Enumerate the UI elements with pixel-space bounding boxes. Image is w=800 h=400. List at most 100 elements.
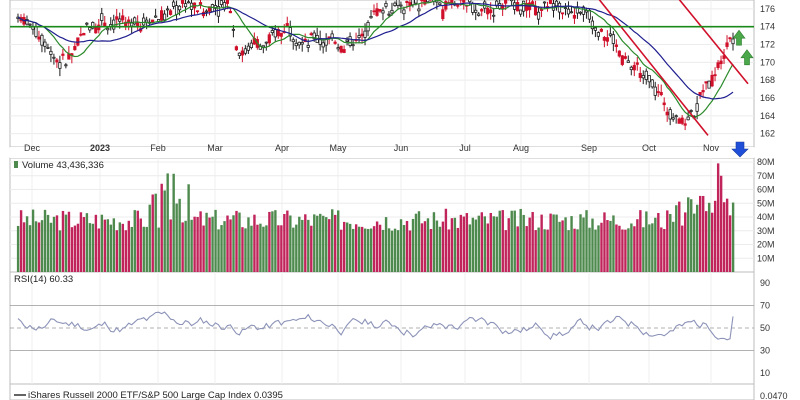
volume-bar xyxy=(480,212,484,272)
volume-bar xyxy=(211,216,214,272)
volume-bar xyxy=(130,226,133,272)
candle-body xyxy=(536,11,541,20)
volume-bar xyxy=(175,203,178,272)
volume-bar xyxy=(507,218,510,272)
candle-body xyxy=(683,123,687,126)
volume-bar xyxy=(340,229,343,272)
trend-channel-upper xyxy=(678,0,749,85)
volume-bar xyxy=(645,211,648,272)
ratio-tick-label: 0.0470 xyxy=(760,391,788,400)
volume-bar xyxy=(310,225,313,272)
candle-body xyxy=(719,60,723,65)
volume-bar xyxy=(178,198,181,272)
candle-body xyxy=(306,45,310,48)
candle-body xyxy=(477,13,481,16)
volume-tick-label: 40M xyxy=(757,212,775,222)
volume-bar xyxy=(286,210,289,272)
candle-body xyxy=(399,4,403,7)
volume-bar xyxy=(366,228,370,272)
volume-bar xyxy=(115,230,119,272)
volume-bar xyxy=(163,190,166,272)
volume-bar xyxy=(187,184,190,272)
candle-body xyxy=(599,28,603,32)
candle-body xyxy=(674,115,678,118)
volume-bar xyxy=(292,227,295,272)
volume-bar xyxy=(280,225,283,272)
volume-bar xyxy=(313,214,316,272)
volume-bar xyxy=(283,213,286,272)
volume-bar xyxy=(16,225,20,272)
volume-tick-label: 30M xyxy=(757,226,775,236)
volume-bar xyxy=(190,219,193,272)
volume-bar xyxy=(426,218,430,272)
volume-bar xyxy=(316,215,319,272)
volume-bar xyxy=(199,211,202,272)
volume-bar xyxy=(453,217,457,272)
candle-body xyxy=(339,45,343,53)
volume-bar xyxy=(600,222,603,272)
candle-body xyxy=(728,37,732,40)
volume-bar xyxy=(672,221,675,272)
volume-bar xyxy=(259,223,262,272)
candle-body xyxy=(288,27,292,37)
volume-bar xyxy=(492,216,495,272)
candle-body xyxy=(611,34,615,44)
volume-bar xyxy=(79,212,83,272)
volume-bar xyxy=(271,211,274,272)
candle-body xyxy=(548,0,553,4)
volume-bar xyxy=(241,227,244,272)
volume-bar xyxy=(408,230,412,272)
candle-body xyxy=(671,117,675,120)
volume-bar xyxy=(372,226,376,272)
candle-body xyxy=(118,18,122,22)
volume-legend-swatch xyxy=(14,161,18,168)
candle-body xyxy=(704,81,708,84)
volume-bar xyxy=(97,228,101,272)
candle-body xyxy=(605,37,609,42)
volume-bar xyxy=(112,218,116,272)
candle-body xyxy=(168,10,173,15)
volume-bar xyxy=(193,216,196,272)
volume-tick-label: 60M xyxy=(757,185,775,195)
rsi-tick-label: 50 xyxy=(760,323,770,333)
candle-body xyxy=(375,8,379,16)
volume-bar xyxy=(265,225,268,272)
volume-bar xyxy=(133,210,136,272)
volume-bar xyxy=(64,214,68,272)
volume-bar xyxy=(369,228,373,272)
volume-bar xyxy=(603,212,606,272)
volume-bar xyxy=(76,223,80,272)
volume-bar xyxy=(154,193,157,272)
candle-body xyxy=(348,36,352,46)
volume-bar xyxy=(591,218,594,272)
candle-body xyxy=(521,0,526,12)
candle-body xyxy=(716,62,720,69)
candle-body xyxy=(653,86,657,96)
candle-body xyxy=(210,4,215,13)
volume-bar xyxy=(531,211,534,272)
volume-bar xyxy=(684,212,687,272)
volume-bar xyxy=(447,229,451,272)
volume-bar xyxy=(597,225,600,272)
candle-body xyxy=(261,45,265,48)
price-tick-label: 176 xyxy=(760,4,775,14)
candle-body xyxy=(183,3,188,8)
volume-bar xyxy=(37,222,41,272)
volume-bar xyxy=(588,227,591,272)
candle-body xyxy=(629,66,633,71)
candle-body xyxy=(79,33,83,36)
candle-body xyxy=(333,41,337,44)
volume-bar xyxy=(495,216,498,272)
volume-bar xyxy=(411,218,415,272)
candle-body xyxy=(635,62,639,65)
volume-bar xyxy=(651,223,654,272)
candle-body xyxy=(596,32,600,37)
volume-bar xyxy=(728,215,732,272)
volume-bar xyxy=(573,228,576,272)
candle-body xyxy=(390,9,394,14)
candle-body xyxy=(710,74,714,87)
blue-down-arrow xyxy=(731,141,749,158)
candle-body xyxy=(363,30,367,38)
candle-body xyxy=(198,2,203,5)
